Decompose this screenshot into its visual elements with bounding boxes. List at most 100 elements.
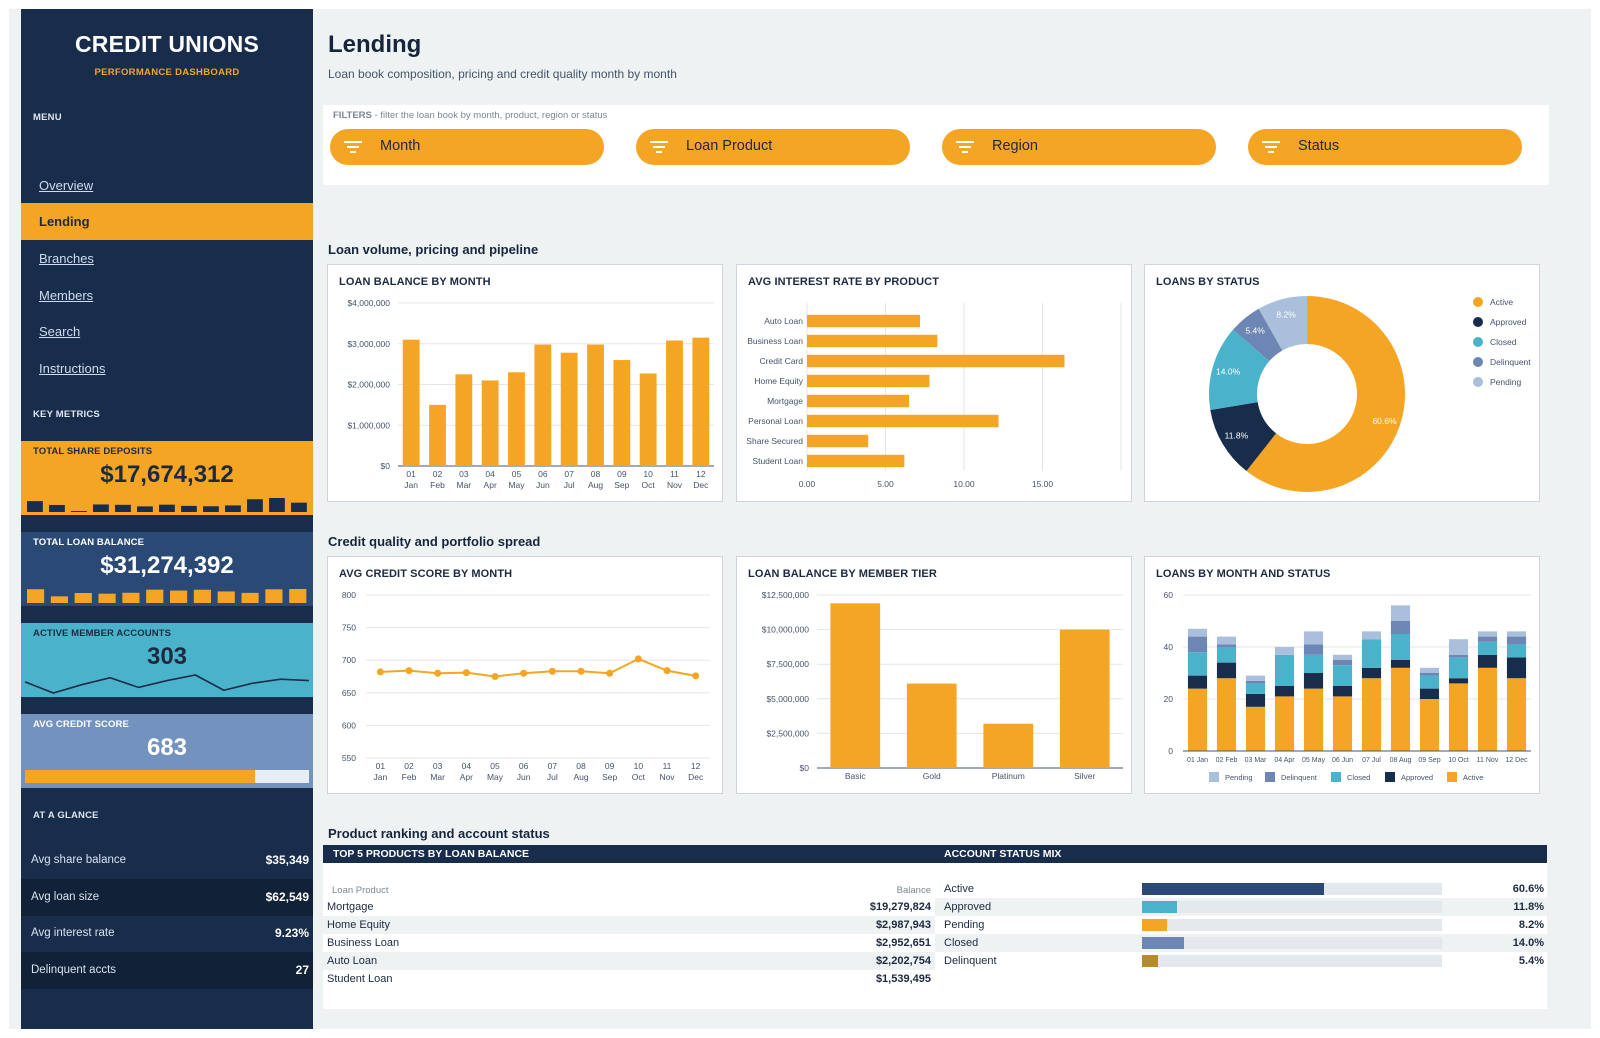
filter-month-button[interactable]: Month [330,129,604,165]
y-tick-label: 40 [1164,642,1174,652]
bar [807,454,905,468]
product-name: Mortgage [327,901,374,913]
sparkline-bar [217,591,235,603]
sparkline-bar [269,498,285,512]
sparkline-bar [71,511,87,512]
x-tick-label: Dec [688,772,704,782]
data-point [405,667,413,675]
x-tick-label: 12 [691,761,701,771]
stacked-bar-segment [1448,678,1469,684]
brand-subtitle: PERFORMANCE DASHBOARD [94,67,240,78]
glance-label: Avg loan size [31,891,100,903]
kpi-label: TOTAL LOAN BALANCE [33,537,145,548]
status-bar-fill [1142,937,1184,949]
glance-label: Delinquent accts [31,964,117,976]
kpi-total-share-deposits: TOTAL SHARE DEPOSITS $17,674,312 [21,441,313,515]
stacked-bar-segment [1245,693,1266,707]
stacked-bar-segment [1245,675,1266,681]
bar [807,374,930,388]
legend-label: Delinquent [1490,357,1531,367]
data-point [548,667,556,675]
x-tick-label: 09 Sep [1418,757,1440,764]
x-tick-label: Apr [460,772,473,782]
sparkline-bar [122,592,140,603]
filter-caption-title: FILTERS [333,110,372,121]
glance-value: $62,549 [265,890,309,904]
stacked-bar-segment [1303,688,1324,751]
x-tick-label: Basic [845,771,867,781]
table-row: Auto Loan $2,202,754 [323,952,935,970]
sparkline-bar [115,504,131,512]
data-point [520,669,528,677]
sparkline-bar [265,589,283,603]
stacked-bar-segment [1477,641,1498,655]
stacked-bar-segment [1216,644,1237,647]
column-header-product: Loan Product [332,885,389,896]
status-bar-fill [1142,901,1178,913]
status-row: Approved 11.8% [935,898,1547,916]
bar [807,314,921,328]
pie-slice [1210,402,1277,472]
filter-status-button[interactable]: Status [1248,129,1522,165]
stacked-bar-segment [1361,639,1382,668]
sparkline-bar [74,593,92,603]
nav-item-overview[interactable]: Overview [39,178,94,193]
at-a-glance-label: AT A GLANCE [33,810,99,821]
y-tick-label: 600 [342,720,356,730]
y-tick-label: $12,500,000 [762,590,810,600]
product-name: Business Loan [327,937,400,949]
status-pct: 11.8% [1513,901,1544,913]
bar [429,404,446,466]
section-title-ranking: Product ranking and account status [328,826,550,841]
y-tick-label: $0 [381,461,391,471]
y-tick-label: 800 [342,590,356,600]
pie-label: 5.4% [1245,325,1265,335]
sparkline-bar [137,506,153,512]
x-tick-label: 07 [564,469,574,479]
x-tick-label: 03 [433,761,443,771]
top-products-table: Loan Product Balance Mortgage $19,279,824… [323,863,935,1009]
pie-slice [1233,308,1283,362]
sparkline-bar [159,504,175,512]
x-tick-label: 01 [406,469,416,479]
glance-value: $35,349 [265,853,309,867]
stacked-bar-segment [1303,631,1324,645]
filter-region-button[interactable]: Region [942,129,1216,165]
status-pct: 5.4% [1518,955,1544,967]
nav-item-instructions[interactable]: Instructions [39,361,106,376]
nav-item-members[interactable]: Members [39,288,94,303]
x-tick-label: 06 Jun [1332,757,1353,764]
bar [807,334,938,348]
stacked-bar-segment [1390,621,1411,634]
stacked-bar-segment [1216,647,1237,663]
x-tick-label: Gold [923,771,941,781]
y-tick-label: Student Loan [752,456,803,466]
filter-label: Loan Product [686,138,773,154]
glance-row-avg-interest-rate: Avg interest rate 9.23% [21,915,313,952]
glance-value: 27 [295,963,309,977]
stacked-bar-segment [1245,680,1266,684]
stacked-bar-segment [1477,654,1498,668]
x-tick-label: Aug [588,480,603,490]
nav-item-lending[interactable]: Lending [21,203,313,240]
kpi-label: AVG CREDIT SCORE [33,719,129,730]
bar [983,723,1034,768]
sparkline-bar [181,505,197,512]
stacked-bar-segment [1332,686,1353,697]
filter-label: Month [380,138,421,154]
status-pct: 14.0% [1512,937,1544,949]
glance-label: Avg share balance [31,854,127,866]
legend-label: Approved [1401,773,1433,782]
nav-item-branches[interactable]: Branches [39,251,94,266]
stacked-bar-segment [1477,636,1498,642]
x-tick-label: 02 [404,761,414,771]
stacked-bar-segment [1448,654,1469,658]
sparkline-bar [27,501,43,512]
bar [692,337,710,466]
sparkline-bar [146,589,164,603]
nav-item-search[interactable]: Search [39,324,81,339]
filter-loan-product-button[interactable]: Loan Product [636,129,910,165]
stacked-bar-segment [1187,688,1208,751]
stacked-bar-segment [1187,636,1208,653]
product-balance: $2,987,943 [875,919,931,931]
